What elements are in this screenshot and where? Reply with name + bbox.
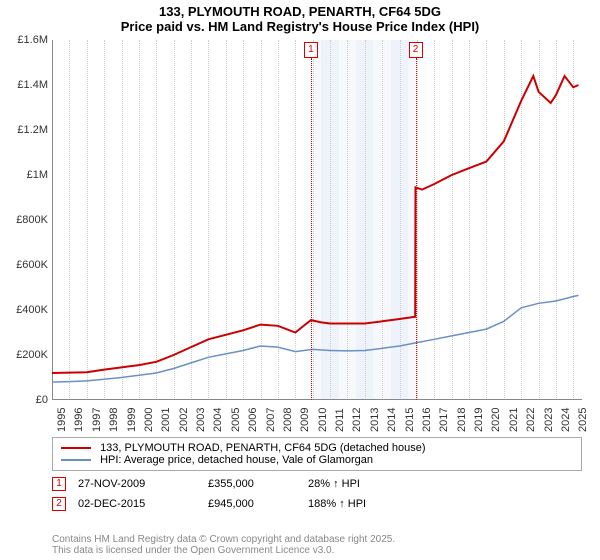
x-tick-label: 2008 <box>282 408 294 432</box>
x-tick-label: 2019 <box>473 408 485 432</box>
y-tick-label: £800K <box>0 214 48 226</box>
sale-row: 1 27-NOV-2009£355,00028% ↑ HPI <box>52 477 582 491</box>
x-tick-label: 2024 <box>560 408 572 432</box>
page-subtitle: Price paid vs. HM Land Registry's House … <box>0 19 600 34</box>
x-tick-label: 2001 <box>160 408 172 432</box>
y-tick-label: £200K <box>0 349 48 361</box>
x-tick-label: 1999 <box>126 408 138 432</box>
y-tick-label: £1M <box>0 169 48 181</box>
sale-marker: 2 <box>52 497 66 511</box>
sale-pct: 28% ↑ HPI <box>308 478 360 490</box>
footer: Contains HM Land Registry data © Crown c… <box>52 534 395 556</box>
callout-line <box>311 58 312 400</box>
x-tick-label: 2012 <box>351 408 363 432</box>
sale-date: 02-DEC-2015 <box>78 498 208 510</box>
x-tick-label: 2004 <box>212 408 224 432</box>
x-tick-label: 2003 <box>195 408 207 432</box>
sale-price: £355,000 <box>208 478 308 490</box>
x-tick-label: 1996 <box>73 408 85 432</box>
x-tick-label: 2013 <box>369 408 381 432</box>
page-title: 133, PLYMOUTH ROAD, PENARTH, CF64 5DG <box>0 0 600 19</box>
legend-item-property: 133, PLYMOUTH ROAD, PENARTH, CF64 5DG (d… <box>61 442 573 454</box>
x-tick-label: 2017 <box>438 408 450 432</box>
y-tick-label: £600K <box>0 259 48 271</box>
x-tick-label: 1995 <box>56 408 68 432</box>
y-tick-label: £0 <box>0 394 48 406</box>
sale-row: 2 02-DEC-2015£945,000188% ↑ HPI <box>52 497 582 511</box>
x-tick-label: 2010 <box>317 408 329 432</box>
y-tick-label: £1.4M <box>0 79 48 91</box>
x-tick-label: 2023 <box>543 408 555 432</box>
x-tick-label: 1997 <box>91 408 103 432</box>
legend-swatch-hpi <box>61 459 91 461</box>
x-tick-label: 2025 <box>577 408 589 432</box>
x-tick-label: 2011 <box>334 408 346 432</box>
legend-swatch-property <box>61 447 91 449</box>
x-tick-label: 2005 <box>230 408 242 432</box>
x-tick-label: 2021 <box>508 408 520 432</box>
y-tick-label: £400K <box>0 304 48 316</box>
x-tick-label: 2000 <box>143 408 155 432</box>
legend: 133, PLYMOUTH ROAD, PENARTH, CF64 5DG (d… <box>52 437 582 511</box>
y-tick-label: £1.6M <box>0 34 48 46</box>
y-tick-label: £1.2M <box>0 124 48 136</box>
sale-price: £945,000 <box>208 498 308 510</box>
x-tick-label: 2007 <box>265 408 277 432</box>
x-tick-label: 2006 <box>247 408 259 432</box>
x-tick-label: 2002 <box>178 408 190 432</box>
series-property <box>52 76 579 373</box>
x-tick-label: 2016 <box>421 408 433 432</box>
series-hpi <box>52 295 579 382</box>
legend-item-hpi: HPI: Average price, detached house, Vale… <box>61 454 573 466</box>
footer-line2: This data is licensed under the Open Gov… <box>52 545 395 556</box>
x-tick-label: 2020 <box>490 408 502 432</box>
sale-date: 27-NOV-2009 <box>78 478 208 490</box>
x-tick-label: 1998 <box>108 408 120 432</box>
callout-marker: 2 <box>409 42 423 58</box>
x-tick-label: 2018 <box>456 408 468 432</box>
x-tick-label: 2015 <box>404 408 416 432</box>
footer-line1: Contains HM Land Registry data © Crown c… <box>52 534 395 545</box>
x-tick-label: 2022 <box>525 408 537 432</box>
legend-label-property: 133, PLYMOUTH ROAD, PENARTH, CF64 5DG (d… <box>100 442 425 454</box>
chart-plot <box>52 40 582 400</box>
sale-pct: 188% ↑ HPI <box>308 498 366 510</box>
chart-area: 12 <box>52 40 582 400</box>
x-tick-label: 2009 <box>299 408 311 432</box>
legend-box: 133, PLYMOUTH ROAD, PENARTH, CF64 5DG (d… <box>52 437 582 471</box>
callout-line <box>416 58 417 400</box>
callout-marker: 1 <box>304 42 318 58</box>
x-tick-label: 2014 <box>386 408 398 432</box>
legend-label-hpi: HPI: Average price, detached house, Vale… <box>100 454 373 466</box>
sale-marker: 1 <box>52 477 66 491</box>
